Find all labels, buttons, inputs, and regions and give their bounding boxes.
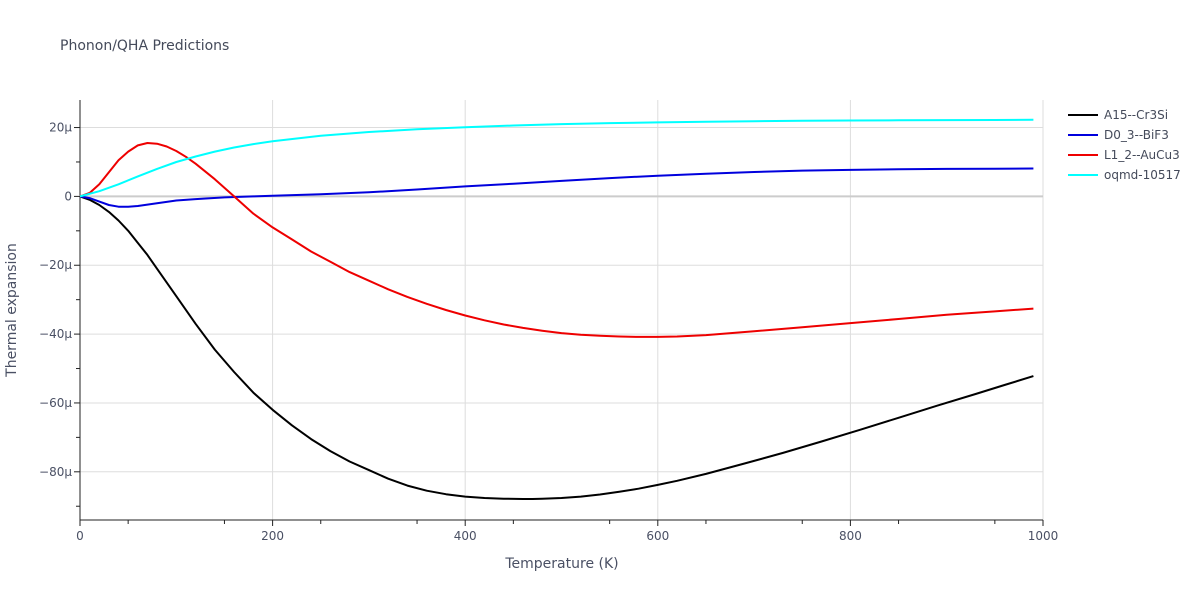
series-line-d0-3-bif3: [79, 167, 1034, 208]
legend-label-l1-2-aucu3[interactable]: L1_2--AuCu3: [1104, 148, 1180, 162]
x-tick-label: 600: [646, 529, 669, 543]
series-line-oqmd-10517: [79, 118, 1034, 198]
y-tick-label: 0: [64, 189, 72, 203]
x-tick-label: 1000: [1028, 529, 1059, 543]
y-tick-label: 20μ: [49, 121, 72, 135]
y-tick-label: −40μ: [39, 327, 72, 341]
series-line-l1-2-aucu3: [79, 142, 1034, 338]
axes: 0 200 400 600 800 1000 20μ 0 −20μ −40μ −60μ −80μ: [39, 100, 1058, 543]
x-tick-label: 0: [76, 529, 84, 543]
chart-title: Phonon/QHA Predictions: [60, 38, 229, 54]
y-tick-label: −60μ: [39, 396, 72, 410]
legend-label-a15-cr3si[interactable]: A15--Cr3Si: [1104, 108, 1168, 122]
x-tick-label: 800: [839, 529, 862, 543]
y-tick-label: −80μ: [39, 465, 72, 479]
series-line-a15-cr3si: [79, 195, 1034, 500]
series-group: [79, 118, 1034, 500]
y-axis-title: Thermal expansion: [4, 243, 20, 378]
x-axis-title: Temperature (K): [504, 556, 618, 572]
y-tick-label: −20μ: [39, 258, 72, 272]
legend[interactable]: A15--Cr3Si D0_3--BiF3 L1_2--AuCu3 oqmd-1051…: [1068, 108, 1181, 182]
legend-label-d0-3-bif3[interactable]: D0_3--BiF3: [1104, 128, 1169, 142]
legend-label-oqmd-10517[interactable]: oqmd-10517: [1104, 168, 1181, 182]
x-tick-label: 400: [454, 529, 477, 543]
x-tick-label: 200: [261, 529, 284, 543]
grid: [80, 100, 1044, 520]
